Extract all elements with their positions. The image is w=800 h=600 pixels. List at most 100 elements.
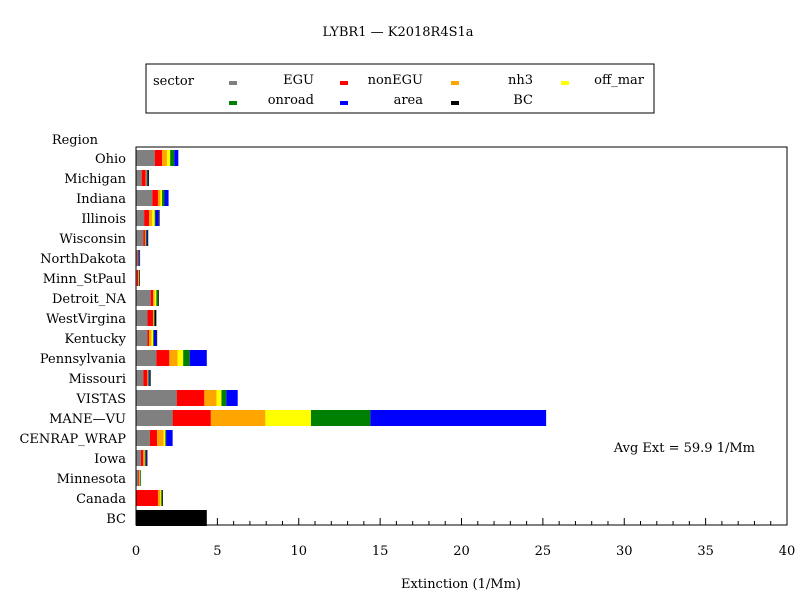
bar-ohio-off-mar (166, 150, 171, 166)
bar-pennsylvania-off-mar (177, 350, 184, 366)
bar-ohio-onroad (170, 150, 175, 166)
y-tick-label: Kentucky (64, 332, 126, 347)
bar-michigan-onroad (146, 170, 148, 186)
bar-westvirgina-nh3 (153, 310, 154, 326)
bar-kentucky-nh3 (149, 330, 152, 346)
y-tick-label: Canada (76, 492, 126, 507)
legend-marker-onroad (229, 101, 237, 105)
bar-cenrap-wrap-area (166, 430, 173, 446)
x-tick-label: 5 (213, 544, 221, 559)
y-tick-label: VISTAS (75, 392, 126, 407)
bar-canada-nh3 (157, 490, 161, 506)
bar-stacks (136, 150, 547, 526)
bar-cenrap-wrap-egu (136, 430, 150, 446)
legend-marker-off-mar (561, 81, 569, 85)
bar-detroit-na-nonegu (150, 290, 154, 306)
bar-michigan-area (147, 170, 149, 186)
bar-vistas-area (226, 390, 238, 406)
bar-iowa-bc (146, 450, 148, 466)
legend-label-area: area (394, 93, 424, 108)
plot-frame (135, 146, 788, 526)
legend-label-nh3: nh3 (508, 73, 533, 88)
bar-illinois-onroad (154, 210, 156, 226)
bar-detroit-na-off-mar (154, 290, 157, 306)
bar-westvirgina-nonegu (147, 310, 154, 326)
x-tick-label: 15 (372, 544, 389, 559)
y-tick-label: Iowa (94, 452, 126, 467)
bar-northdakota-area (139, 250, 141, 266)
avg-extinction-annotation: Avg Ext = 59.9 1/Mm (613, 441, 755, 456)
bar-illinois-off-mar (152, 210, 155, 226)
bar-minn-stpaul-bc (138, 270, 140, 286)
bar-indiana-nh3 (157, 190, 161, 206)
bar-mane-vu-nonegu (172, 410, 211, 426)
bar-cenrap-wrap-onroad (165, 430, 167, 446)
bar-wisconsin-area (146, 230, 148, 246)
bar-cenrap-wrap-nonegu (149, 430, 158, 446)
x-tick-label: 25 (535, 544, 552, 559)
legend-label-egu: EGU (283, 73, 314, 88)
bar-missouri-onroad (148, 370, 150, 386)
bar-kentucky-area (153, 330, 157, 346)
legend-frame (145, 63, 655, 114)
legend-marker-nonegu (340, 81, 348, 85)
bar-michigan-bc (148, 170, 150, 186)
legend-label-nonegu: nonEGU (368, 73, 423, 88)
bar-detroit-na-egu (136, 290, 151, 306)
y-tick-labels: Ohio Michigan Indiana Illinois Wisconsin Nort… (19, 152, 126, 527)
bar-minn-stpaul-nonegu (136, 270, 139, 286)
y-tick-label: Detroit_NA (52, 292, 127, 307)
bar-missouri-area (149, 370, 150, 386)
bar-ohio-nonegu (154, 150, 163, 166)
legend-label-onroad: onroad (268, 93, 314, 108)
y-tick-label: Minn_StPaul (43, 272, 126, 287)
bar-cenrap-wrap-nh3 (157, 430, 164, 446)
bar-kentucky-egu (136, 330, 148, 346)
bar-minn-stpaul-nh3 (138, 270, 139, 286)
bar-ohio-egu (136, 150, 155, 166)
y-tick-label: Ohio (95, 152, 126, 167)
bar-pennsylvania-egu (136, 350, 157, 366)
bar-iowa-egu (136, 450, 141, 466)
bar-kentucky-nonegu (147, 330, 150, 346)
legend-marker-nh3 (451, 81, 459, 85)
bar-indiana-nonegu (152, 190, 158, 206)
bar-mane-vu-area (370, 410, 547, 426)
bar-northdakota-onroad (138, 250, 140, 266)
bar-illinois-nh3 (149, 210, 153, 226)
bar-detroit-na-nh3 (153, 290, 155, 306)
x-axis: 0 5 10 15 20 25 30 35 40 (132, 518, 795, 559)
bar-iowa-onroad (144, 450, 146, 466)
bar-mane-vu-off-mar (265, 410, 311, 426)
bar-indiana-area (164, 190, 169, 206)
bar-canada-bc (162, 490, 163, 506)
bar-pennsylvania-area (189, 350, 207, 366)
bar-minnesota-nh3 (139, 470, 141, 486)
bar-ohio-area (174, 150, 179, 166)
x-tick-label: 10 (290, 544, 307, 559)
legend-label-bc: BC (513, 93, 533, 108)
bar-michigan-egu (136, 170, 142, 186)
bar-cenrap-wrap-off-mar (163, 430, 166, 446)
y-tick-label: Michigan (64, 172, 126, 187)
x-tick-label: 20 (453, 544, 470, 559)
bar-minnesota-egu (136, 470, 139, 486)
bar-iowa-nonegu (140, 450, 144, 466)
bar-bc-bc (136, 510, 207, 526)
bar-wisconsin-bc (147, 230, 149, 246)
legend-marker-egu (229, 81, 237, 85)
bar-vistas-off-mar (216, 390, 222, 406)
bar-mane-vu-onroad (310, 410, 371, 426)
bar-michigan-nh3 (145, 170, 147, 186)
y-tick-label: Indiana (76, 192, 126, 207)
bar-vistas-egu (136, 390, 177, 406)
y-tick-label: WestVirgina (46, 312, 126, 327)
bar-vistas-nh3 (204, 390, 217, 406)
bar-missouri-nonegu (143, 370, 148, 386)
chart-title: LYBR1 — K2018R4S1a (322, 25, 473, 40)
bar-mane-vu-nh3 (210, 410, 266, 426)
y-tick-label: Minnesota (57, 472, 127, 487)
